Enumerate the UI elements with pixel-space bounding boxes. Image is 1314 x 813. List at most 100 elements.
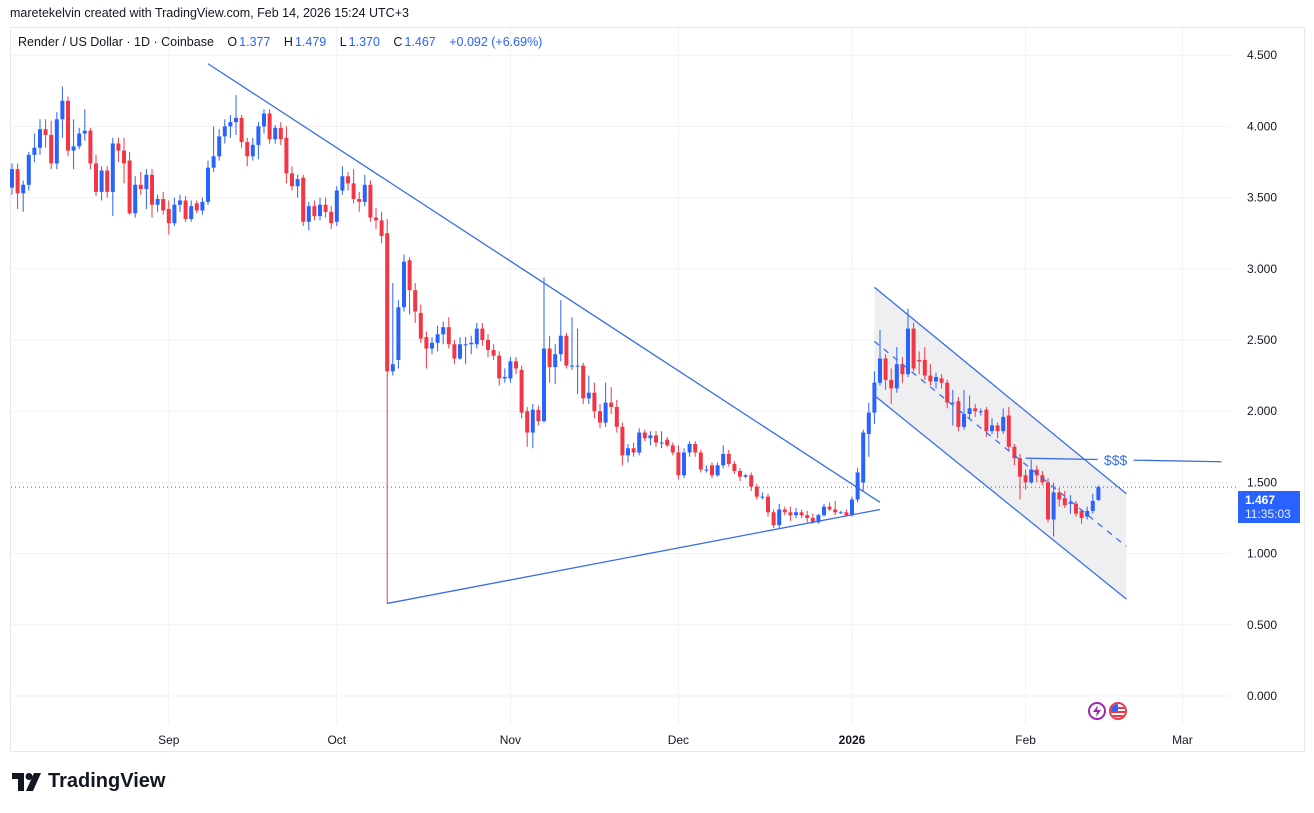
candle [721,445,726,469]
candle [166,200,171,235]
candle-body [133,184,138,214]
low-value: 1.370 [348,35,380,49]
candle-body [351,183,356,200]
candle-body [547,348,552,368]
candle-body [799,512,804,516]
candle-body [995,425,1000,432]
candle-body [894,364,899,389]
candle [1074,500,1078,517]
candle [928,364,933,386]
lightning-icon[interactable] [1088,702,1106,720]
candle [883,354,888,390]
candle-body [1029,469,1034,483]
candle-body [1034,469,1039,476]
candle [900,357,905,383]
candle [1062,490,1067,509]
candle [323,197,328,218]
candle [956,396,961,432]
candle-body [200,201,205,211]
candle-body [368,184,373,218]
candle-body [626,448,630,456]
candle-body [250,144,255,157]
candle [21,180,26,212]
symbol-legend: Render / US Dollar · 1D · Coinbase O 1.37… [18,35,544,49]
candle-body [491,349,496,356]
candle-body [861,432,866,483]
candle [648,431,653,446]
candle-body [228,122,233,127]
candle [362,174,367,207]
candle [777,503,782,528]
target-label: $$$ [1104,452,1128,468]
candle [368,180,373,222]
candle [782,506,787,516]
candle [88,127,93,170]
candle-body [973,408,978,412]
candle [878,330,882,386]
candle [222,119,227,144]
bar-countdown: 11:35:03 [1245,507,1291,521]
candle-body [1057,492,1062,500]
candle-body [771,512,776,526]
candle [917,351,922,375]
candle-body [15,169,20,194]
candle [250,137,255,161]
us-flag-icon[interactable] [1109,702,1127,720]
candle-body [273,127,278,140]
candle [110,137,115,217]
candle [446,317,451,349]
candle-body [122,150,126,164]
candle [38,119,42,155]
candle [458,337,462,360]
candle [687,441,692,457]
candle-body [564,335,569,366]
target-label-bg [1097,451,1134,468]
candle [278,122,283,145]
candle-body [592,392,597,412]
candle-body [939,378,944,383]
candle-body [665,439,670,446]
symbol-name[interactable]: Render / US Dollar · 1D · Coinbase [18,35,214,49]
candle-body [32,147,37,155]
candle-body [659,442,664,444]
candle [502,368,507,383]
candle-body [642,432,647,439]
candle [676,445,681,480]
candle-body [1012,446,1017,459]
candle-body [284,137,289,174]
candle-body [883,358,888,380]
candle-body [295,179,300,187]
candle-body [782,509,787,513]
candle-body [519,369,524,413]
candle-body [278,127,283,140]
candle-body [1062,498,1067,506]
candle-body [654,435,658,443]
candle [827,502,832,511]
candle-body [346,176,350,184]
candle-body [301,177,306,222]
candle-body [581,365,586,399]
candle [525,406,530,447]
candle-body [922,359,927,376]
candle-body [211,156,216,168]
candle-body [749,475,754,487]
candle-body [950,402,955,404]
candle-body [362,184,367,202]
candle-body [889,379,894,389]
candle-body [172,204,177,224]
candle [390,283,395,376]
candle [463,337,468,365]
candle [833,500,838,516]
candle-body [1090,500,1095,511]
candle [228,115,233,138]
candle [1018,453,1022,500]
candle [497,351,502,386]
candle [631,442,636,457]
candle [452,340,457,365]
candle [211,126,216,172]
candle-body [698,452,703,470]
candle [743,473,748,479]
candle [60,86,65,138]
candle [726,449,731,467]
